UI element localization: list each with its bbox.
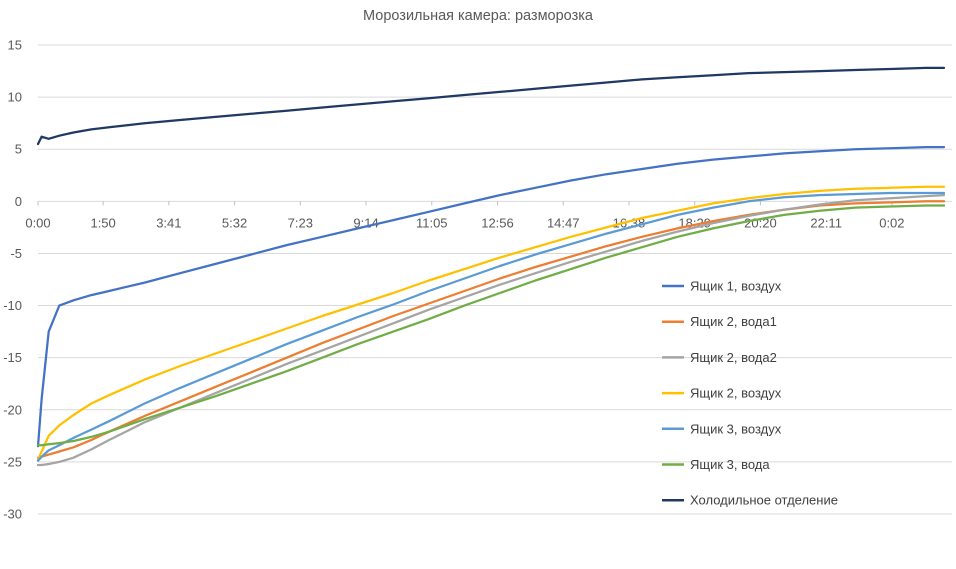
x-tick-label: 20:20: [744, 215, 777, 230]
x-tick-label: 0:00: [25, 215, 50, 230]
legend-item-label: Ящик 2, вода2: [690, 350, 777, 365]
x-tick-label: 5:32: [222, 215, 247, 230]
x-tick-label: 11:05: [416, 215, 448, 230]
series-line: [36, 191, 946, 462]
legend-item-label: Ящик 2, воздух: [690, 386, 782, 401]
y-tick-label: -20: [3, 402, 22, 417]
grid-layer: [38, 44, 952, 515]
y-tick-label: 15: [8, 38, 22, 53]
series-line: [36, 66, 946, 146]
legend-item-label: Холодильное отделение: [690, 493, 838, 508]
chart-title: Морозильная камера: разморозка: [363, 8, 593, 24]
series-line: [36, 193, 946, 467]
y-tick-label: 0: [15, 194, 22, 209]
y-tick-label: 10: [8, 90, 22, 105]
y-tick-label: -10: [3, 298, 22, 313]
x-tick-label: 22:11: [810, 215, 842, 230]
y-tick-label: -30: [3, 507, 22, 522]
y-tick-label: 5: [15, 142, 22, 157]
x-tick-label: 12:56: [481, 215, 514, 230]
series-layer: [36, 66, 946, 467]
series-line: [36, 204, 946, 447]
y-tick-label: -5: [10, 246, 22, 261]
x-tick-label: 14:47: [547, 215, 580, 230]
series-line: [36, 145, 946, 448]
x-tick-label: 7:23: [288, 215, 313, 230]
x-tick-label: 9:14: [353, 215, 378, 230]
axis-layer: 15 10 5 0 -5 -10 -15 -20 -25 -30 0:00 1:50 3:41 5:32 7…: [3, 38, 952, 522]
y-tick-label: -25: [3, 454, 22, 469]
y-tick-label: -15: [3, 350, 22, 365]
legend-item-label: Ящик 1, воздух: [690, 279, 782, 294]
x-tick-label: 1:50: [90, 215, 115, 230]
legend-item-label: Ящик 3, вода: [690, 457, 770, 472]
x-tick-label: 0:02: [879, 215, 904, 230]
series-line: [36, 200, 946, 459]
legend-item-label: Ящик 2, вода1: [690, 314, 777, 329]
series-line: [36, 185, 946, 461]
legend: Ящик 1, воздух Ящик 2, вода1 Ящик 2, вода2…: [662, 279, 838, 508]
legend-item-label: Ящик 3, воздух: [690, 421, 782, 436]
x-tick-label: 3:41: [156, 215, 181, 230]
